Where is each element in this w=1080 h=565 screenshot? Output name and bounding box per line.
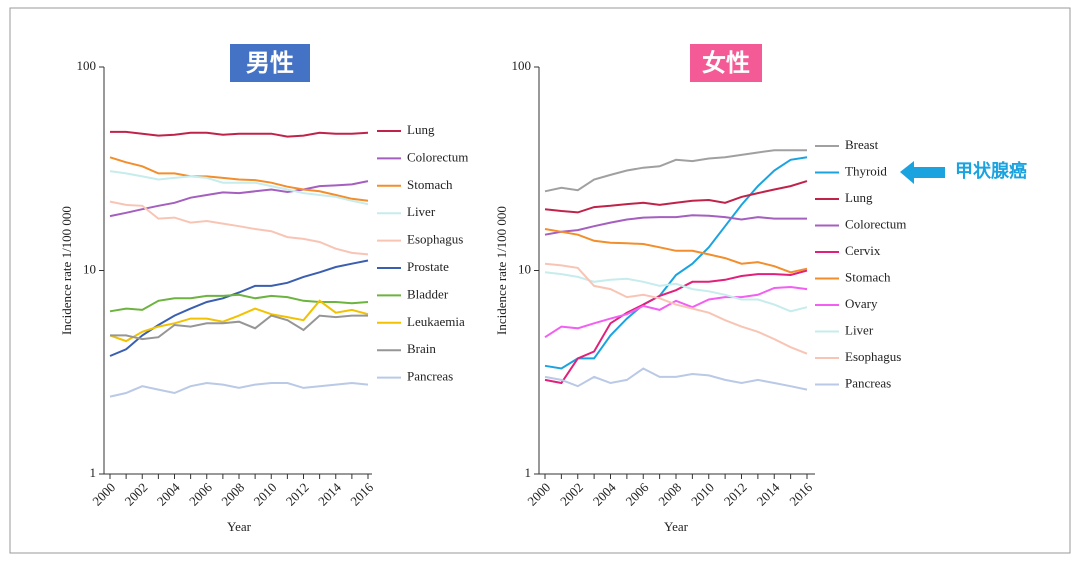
series-line	[544, 180, 808, 214]
legend-label: Pancreas	[407, 369, 453, 384]
legend-label: Bladder	[407, 286, 449, 301]
title-box	[230, 44, 310, 82]
series-line	[109, 200, 369, 256]
series-line	[544, 367, 808, 391]
series-line	[544, 262, 808, 355]
legend-label: Cervix	[845, 243, 881, 258]
legend-label: Stomach	[407, 177, 453, 192]
legend-label: Leukaemia	[407, 314, 465, 329]
legend-label: Colorectum	[407, 149, 468, 164]
x-axis-label: Year	[227, 519, 252, 534]
series-line	[544, 156, 808, 370]
legend-label: Breast	[845, 137, 879, 152]
series-line	[544, 285, 808, 339]
chart-title: 男性	[246, 49, 294, 77]
y-axis-label: Incidence rate 1/100 000	[59, 206, 74, 335]
legend-label: Lung	[845, 190, 873, 205]
chart-title: 女性	[702, 49, 750, 77]
legend-label: Thyroid	[845, 163, 887, 178]
legend-label: Esophagus	[407, 232, 463, 247]
annotation: 甲状腺癌	[955, 160, 1027, 182]
title-box	[690, 44, 762, 82]
series-line	[544, 269, 808, 385]
y-tick-label: 100	[512, 58, 532, 73]
series-line	[109, 170, 369, 206]
series-line	[109, 381, 369, 398]
y-tick-label: 100	[77, 58, 97, 73]
y-tick-label: 1	[525, 465, 532, 480]
series-line	[109, 299, 369, 343]
series-line	[544, 149, 807, 193]
series-line	[109, 156, 369, 202]
y-axis-label: Incidence rate 1/100 000	[494, 206, 509, 335]
legend-label: Stomach	[845, 269, 891, 284]
legend-label: Lung	[407, 122, 435, 137]
y-tick-label: 1	[90, 465, 97, 480]
series-line	[110, 130, 369, 138]
legend-label: Colorectum	[845, 216, 906, 231]
series-line	[544, 214, 807, 236]
series-line	[544, 228, 808, 274]
x-axis-label: Year	[664, 519, 689, 534]
y-tick-label: 10	[518, 261, 531, 276]
legend-label: Esophagus	[845, 349, 901, 364]
frame	[9, 7, 1071, 554]
legend-label: Prostate	[407, 259, 449, 274]
series-line	[110, 314, 368, 341]
legend-label: Liver	[845, 322, 874, 337]
y-tick-label: 10	[83, 261, 96, 276]
legend-label: Ovary	[845, 296, 878, 311]
series-line	[109, 293, 369, 313]
legend-label: Pancreas	[845, 375, 891, 390]
legend-label: Liver	[407, 204, 436, 219]
annotation-arrow	[900, 161, 945, 184]
legend-label: Brain	[407, 341, 436, 356]
series-line	[109, 180, 369, 218]
